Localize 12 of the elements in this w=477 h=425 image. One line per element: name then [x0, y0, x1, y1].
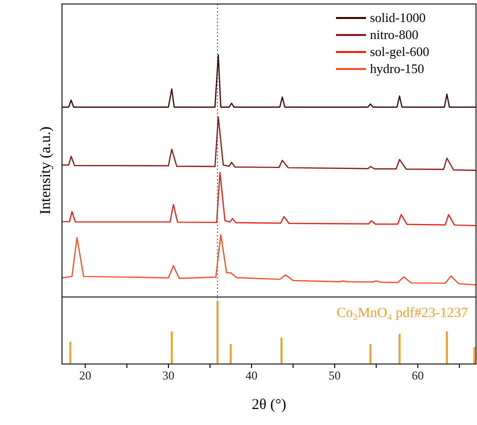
x-tick-label: 50	[328, 368, 341, 383]
x-tick-label: 30	[162, 368, 174, 383]
legend-label: hydro-150	[370, 61, 424, 76]
annotation: Co₂MnO₄ pdf#23-1237	[336, 306, 468, 321]
x-tick-label: 60	[412, 368, 424, 383]
legend-label: nitro-800	[370, 27, 418, 42]
legend-label: solid-1000	[370, 10, 426, 25]
legend-label: sol-gel-600	[370, 44, 430, 59]
y-axis-title: Intensity (a.u.)	[38, 126, 54, 214]
x-axis-title: 2θ (°)	[252, 397, 286, 413]
x-tick-label: 40	[246, 368, 258, 383]
x-tick-label: 20	[79, 368, 92, 383]
